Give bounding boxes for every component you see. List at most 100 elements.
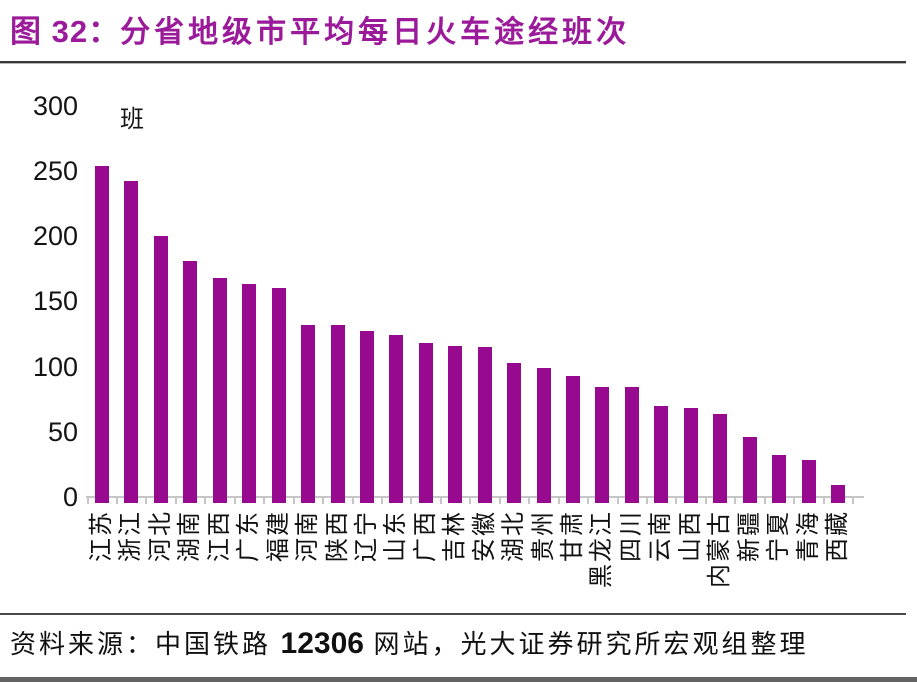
x-axis-label-广东: 广东 <box>235 510 263 620</box>
bar-福建 <box>271 288 286 503</box>
x-axis-label-吉林: 吉林 <box>441 510 468 620</box>
x-axis-label-湖南: 湖南 <box>176 510 204 620</box>
x-axis-label-宁夏: 宁夏 <box>765 510 793 620</box>
figure-title: 图 32：分省地级市平均每日火车途经班次 <box>10 6 630 51</box>
x-axis-label-text: 山西 <box>676 510 704 562</box>
x-axis-tick <box>645 497 648 504</box>
x-axis-tick <box>852 497 855 504</box>
source-number: 12306 <box>280 627 364 660</box>
x-axis-tick <box>469 497 472 504</box>
x-axis-label-陕西: 陕西 <box>323 510 351 620</box>
x-axis-label-text: 新疆 <box>735 510 763 562</box>
x-axis-label-text: 内蒙古 <box>706 510 734 588</box>
x-axis-label-text: 山东 <box>382 510 410 562</box>
bar-广西 <box>418 343 433 503</box>
x-axis-tick <box>145 497 148 504</box>
figure-number: 图 32： <box>10 14 121 49</box>
x-axis-tick <box>351 497 354 504</box>
x-axis-label-山西: 山西 <box>676 510 704 620</box>
x-axis-label-内蒙古: 内蒙古 <box>706 510 734 620</box>
bar-河北 <box>153 236 168 503</box>
x-axis-tick <box>174 497 177 504</box>
x-axis-tick <box>557 497 560 504</box>
y-axis-tick-label: 200 <box>32 221 78 252</box>
x-axis-tick <box>822 497 825 504</box>
x-axis-label-广西: 广西 <box>411 510 439 620</box>
x-axis-label-text: 云南 <box>647 510 675 562</box>
x-axis-tick <box>116 497 119 504</box>
bar-广东 <box>242 284 257 503</box>
x-axis-label-text: 甘肃 <box>559 510 587 562</box>
bar-辽宁 <box>359 331 374 503</box>
x-axis-label-text: 西藏 <box>824 510 851 562</box>
bar-山西 <box>683 408 698 503</box>
x-axis-label-湖北: 湖北 <box>500 510 528 620</box>
x-axis-label-text: 江西 <box>205 510 233 562</box>
x-axis-label-text: 陕西 <box>323 510 351 562</box>
x-axis-label-text: 安徽 <box>470 510 498 562</box>
x-axis-label-江西: 江西 <box>205 510 233 620</box>
x-axis-label-四川: 四川 <box>617 510 645 620</box>
bar-新疆 <box>742 437 757 503</box>
x-axis-label-新疆: 新疆 <box>735 510 763 620</box>
x-axis-label-text: 河南 <box>294 510 322 562</box>
figure-title-text: 分省地级市平均每日火车途经班次 <box>120 16 631 49</box>
x-axis-label-甘肃: 甘肃 <box>559 510 587 620</box>
x-axis-label-text: 湖南 <box>176 510 204 562</box>
bar-陕西 <box>330 325 345 503</box>
x-axis-label-text: 广东 <box>235 510 263 562</box>
bar-宁夏 <box>772 455 787 503</box>
x-axis-tick <box>292 497 295 504</box>
x-axis-label-text: 河北 <box>146 510 174 562</box>
x-axis-label-河北: 河北 <box>146 510 174 620</box>
x-axis-tick <box>793 497 796 504</box>
y-axis-tick-label: 150 <box>32 286 78 317</box>
x-axis-tick <box>528 497 531 504</box>
x-axis-label-浙江: 浙江 <box>117 510 144 620</box>
x-axis-label-text: 广西 <box>411 510 439 562</box>
x-axis-label-云南: 云南 <box>647 510 675 620</box>
bar-甘肃 <box>566 376 581 503</box>
x-axis-label-山东: 山东 <box>382 510 410 620</box>
source-suffix: 网站，光大证券研究所宏观组整理 <box>363 630 809 659</box>
x-axis-label-text: 青海 <box>794 510 822 562</box>
x-axis-label-河南: 河南 <box>294 510 322 620</box>
bar-江西 <box>212 278 227 503</box>
bar-四川 <box>624 387 639 503</box>
x-axis-tick <box>322 497 325 504</box>
x-axis-label-text: 湖北 <box>500 510 528 562</box>
x-axis-label-江苏: 江苏 <box>88 510 115 620</box>
bar-湖北 <box>507 363 522 503</box>
x-axis-label-text: 宁夏 <box>765 510 793 562</box>
x-axis-label-text: 四川 <box>617 510 645 562</box>
bar-山东 <box>389 335 404 503</box>
x-axis-label-text: 黑龙江 <box>588 510 616 588</box>
x-axis-label-贵州: 贵州 <box>530 510 557 620</box>
x-axis-tick <box>86 497 89 504</box>
bar-内蒙古 <box>713 414 728 503</box>
footer-divider <box>0 613 906 615</box>
bar-安徽 <box>477 347 492 503</box>
x-axis-tick <box>204 497 207 504</box>
x-axis-tick <box>734 497 737 504</box>
x-axis-tick <box>381 497 383 504</box>
x-axis-label-黑龙江: 黑龙江 <box>588 510 616 620</box>
x-axis-label-辽宁: 辽宁 <box>352 510 380 620</box>
source-prefix: 资料来源：中国铁路 <box>10 630 281 659</box>
x-axis-label-青海: 青海 <box>794 510 822 620</box>
y-axis-unit-label: 班 <box>120 106 144 133</box>
bar-吉林 <box>448 346 463 503</box>
x-axis-label-安徽: 安徽 <box>470 510 498 620</box>
x-axis-label-text: 江苏 <box>88 510 115 562</box>
bar-浙江 <box>124 181 139 503</box>
x-axis-line <box>86 496 864 498</box>
x-axis-tick <box>675 497 678 504</box>
bottom-border <box>0 677 917 682</box>
x-axis-label-西藏: 西藏 <box>824 510 851 620</box>
bar-西藏 <box>831 485 845 503</box>
x-axis-label-text: 辽宁 <box>352 510 380 562</box>
source-note: 资料来源：中国铁路 12306 网站，光大证券研究所宏观组整理 <box>10 624 808 661</box>
x-axis-label-text: 福建 <box>264 510 292 562</box>
y-axis-tick-label: 300 <box>32 90 78 121</box>
